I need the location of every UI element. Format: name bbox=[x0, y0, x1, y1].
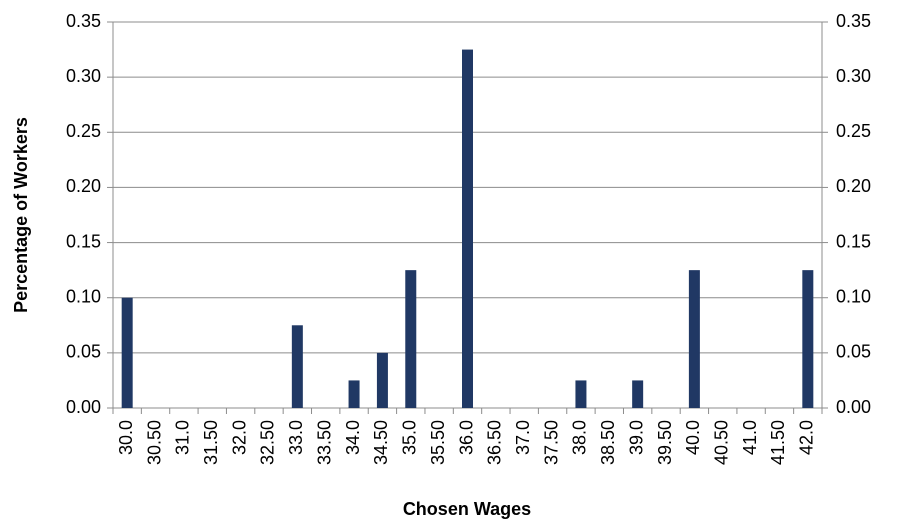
y-tick-label: 0.00 bbox=[66, 397, 101, 417]
x-tick-label: 34.0 bbox=[343, 420, 363, 455]
x-tick-label: 33.0 bbox=[286, 420, 306, 455]
bar bbox=[575, 380, 587, 408]
x-tick-label: 42.0 bbox=[797, 420, 817, 455]
y-axis-title: Percentage of Workers bbox=[11, 117, 31, 313]
x-tick-label: 35.0 bbox=[400, 420, 420, 455]
x-tick-label: 34.50 bbox=[371, 420, 391, 465]
x-tick-label: 41.0 bbox=[740, 420, 760, 455]
y-tick-label: 0.05 bbox=[66, 342, 101, 362]
bar bbox=[348, 380, 360, 408]
x-tick-label: 39.0 bbox=[626, 420, 646, 455]
y-tick-label: 0.30 bbox=[66, 66, 101, 86]
y-tick-label: 0.20 bbox=[66, 176, 101, 196]
y-tick-label: 0.25 bbox=[66, 121, 101, 141]
x-tick-label: 39.50 bbox=[655, 420, 675, 465]
x-tick-label: 37.50 bbox=[541, 420, 561, 465]
x-tick-label: 40.50 bbox=[711, 420, 731, 465]
x-tick-label: 36.50 bbox=[485, 420, 505, 465]
x-axis-title: Chosen Wages bbox=[403, 499, 531, 519]
y-tick-label: 0.15 bbox=[66, 231, 101, 251]
x-tick-label: 32.0 bbox=[229, 420, 249, 455]
y2-tick-label: 0.15 bbox=[836, 231, 871, 251]
bar bbox=[376, 352, 388, 408]
bar bbox=[291, 325, 303, 408]
x-tick-label: 38.0 bbox=[570, 420, 590, 455]
x-tick-label: 36.0 bbox=[456, 420, 476, 455]
x-tick-label: 41.50 bbox=[768, 420, 788, 465]
x-tick-label: 35.50 bbox=[428, 420, 448, 465]
y2-tick-label: 0.05 bbox=[836, 342, 871, 362]
bar bbox=[121, 297, 133, 408]
y2-tick-label: 0.30 bbox=[836, 66, 871, 86]
x-tick-label: 38.50 bbox=[598, 420, 618, 465]
y2-tick-label: 0.20 bbox=[836, 176, 871, 196]
bar bbox=[405, 270, 417, 408]
bar bbox=[462, 49, 473, 408]
bar bbox=[802, 270, 814, 408]
x-tick-label: 31.50 bbox=[201, 420, 221, 465]
x-tick-label: 37.0 bbox=[513, 420, 533, 455]
y2-tick-label: 0.10 bbox=[836, 286, 871, 306]
bar bbox=[632, 380, 644, 408]
x-tick-label: 40.0 bbox=[683, 420, 703, 455]
x-tick-label: 32.50 bbox=[258, 420, 278, 465]
x-tick-label: 30.0 bbox=[116, 420, 136, 455]
x-tick-label: 33.50 bbox=[314, 420, 334, 465]
y2-tick-label: 0.25 bbox=[836, 121, 871, 141]
y-tick-label: 0.35 bbox=[66, 11, 101, 31]
bar bbox=[688, 270, 700, 408]
y2-tick-label: 0.00 bbox=[836, 397, 871, 417]
x-tick-label: 31.0 bbox=[173, 420, 193, 455]
y-tick-label: 0.10 bbox=[66, 286, 101, 306]
y2-tick-label: 0.35 bbox=[836, 11, 871, 31]
x-tick-label: 30.50 bbox=[144, 420, 164, 465]
